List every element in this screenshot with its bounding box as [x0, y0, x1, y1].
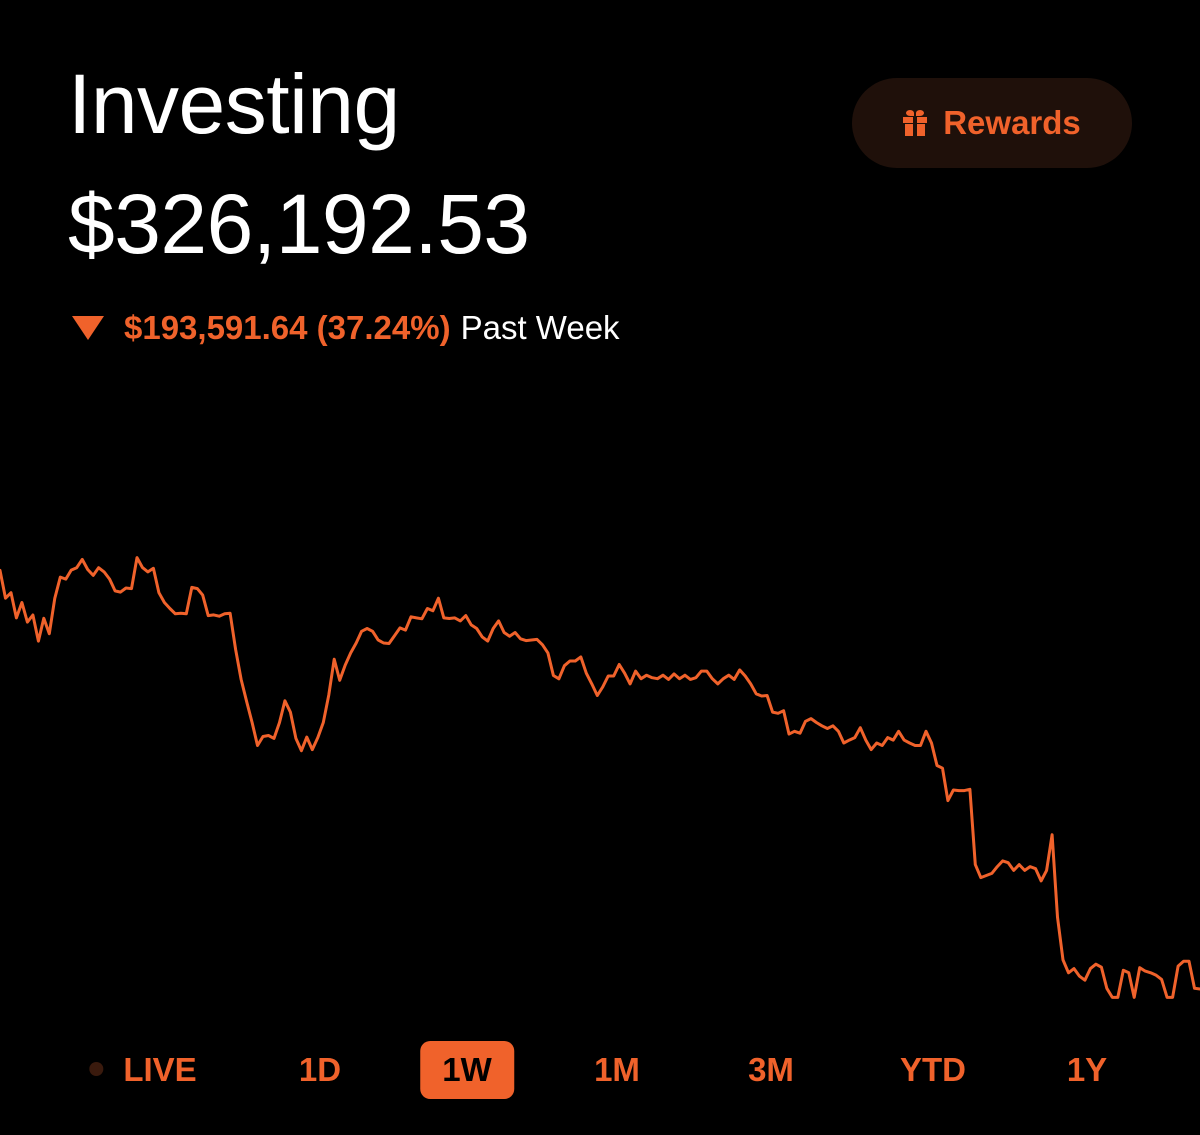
range-ytd[interactable]: YTD [900, 1051, 966, 1088]
range-3m[interactable]: 3M [748, 1051, 794, 1088]
range-1w[interactable]: 1W [420, 1041, 514, 1099]
range-1y[interactable]: 1Y [1066, 1051, 1108, 1088]
rewards-label: Rewards [943, 104, 1081, 141]
range-1m[interactable]: 1M [594, 1051, 640, 1088]
page-title: Investing [68, 57, 400, 151]
range-1d[interactable]: 1D [298, 1051, 342, 1088]
change-amount: $193,591.64 (37.24%) [124, 309, 451, 346]
rewards-button[interactable]: Rewards [852, 78, 1132, 168]
range-selector: LIVE 1D 1W 1M 3M YTD 1Y [0, 1041, 1200, 1099]
series-line [0, 556, 1200, 999]
gift-icon [903, 110, 928, 136]
change-period: Past Week [460, 309, 620, 346]
range-live[interactable]: LIVE [89, 1041, 197, 1099]
change-summary: $193,591.64 (37.24%) Past Week [72, 308, 620, 348]
portfolio-value: $326,192.53 [68, 177, 530, 271]
triangle-down-icon [72, 316, 104, 340]
live-dot-icon [89, 1062, 104, 1077]
portfolio-chart[interactable] [0, 530, 1200, 1010]
